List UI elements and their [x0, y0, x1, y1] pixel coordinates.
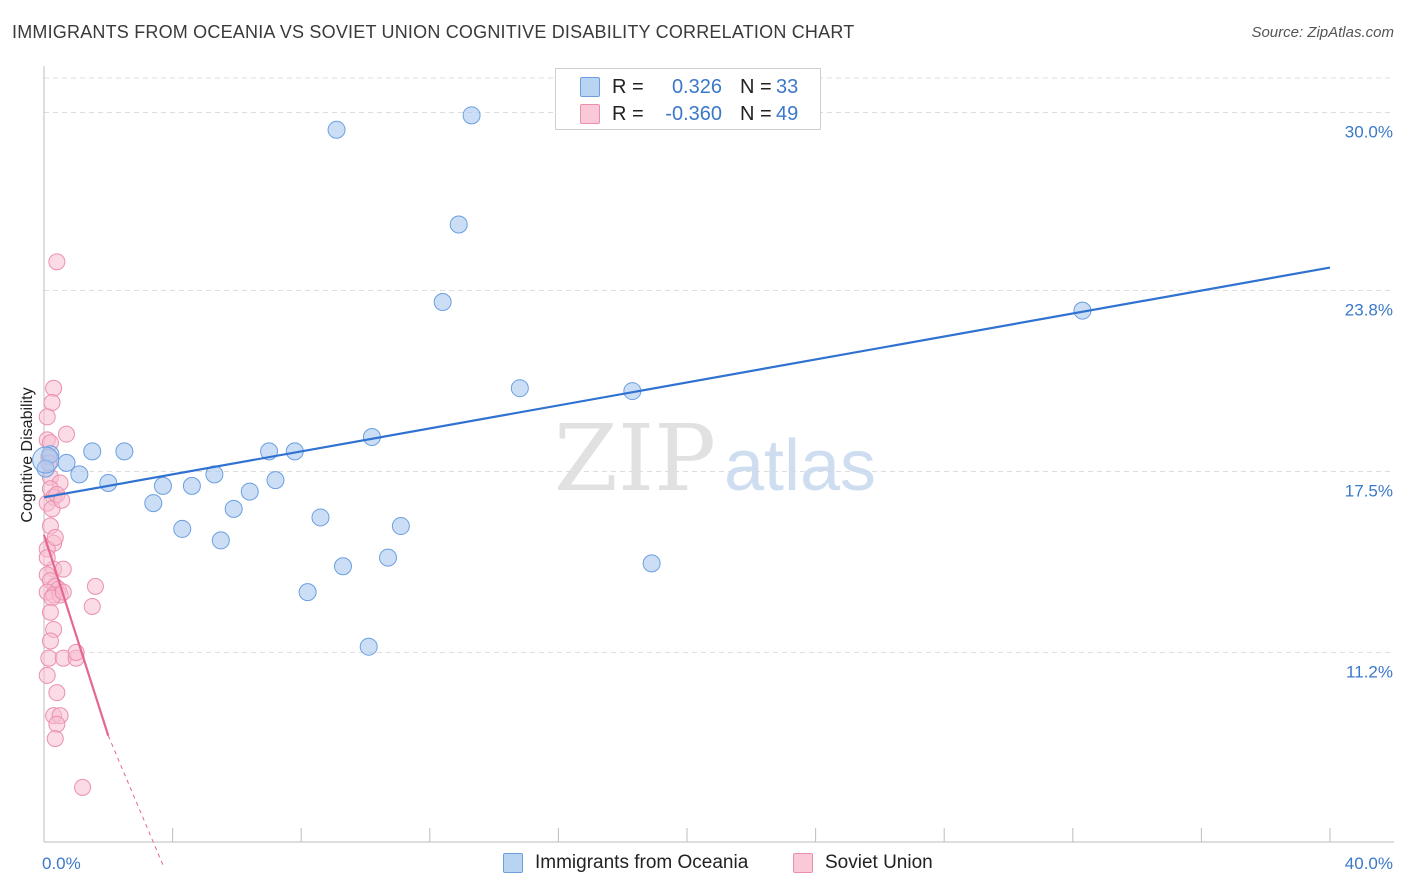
- legend-swatch-pink: [580, 104, 600, 124]
- y-tick-label: 17.5%: [1345, 481, 1393, 500]
- oceania-point: [327, 120, 346, 139]
- watermark: ZIP atlas: [554, 405, 876, 512]
- soviet-union-point: [48, 253, 66, 271]
- legend-item-oceania[interactable]: Immigrants from Oceania: [503, 852, 748, 874]
- legend-swatch-blue: [580, 77, 600, 97]
- legend-item-label: Soviet Union: [825, 852, 933, 873]
- soviet-union-points: [38, 253, 104, 796]
- x-tick-label: 0.0%: [42, 854, 81, 873]
- chart-title: IMMIGRANTS FROM OCEANIA VS SOVIET UNION …: [12, 22, 855, 42]
- legend-n-value: 33: [776, 75, 799, 98]
- oceania-points: [32, 106, 1092, 656]
- tick-labels: 11.2% 17.5% 23.8% 30.0% 0.0% 40.0%: [42, 122, 1393, 873]
- legend-r-value: 0.326: [671, 75, 722, 98]
- legend-r-label: R =: [612, 75, 644, 98]
- legend-item-label: Immigrants from Oceania: [535, 852, 749, 873]
- oceania-point: [99, 473, 118, 492]
- soviet-union-point: [53, 491, 71, 509]
- soviet-union-point: [41, 603, 59, 621]
- soviet-trend-line-extrapolated: [107, 735, 164, 866]
- soviet-union-point: [48, 715, 66, 733]
- oceania-point: [510, 379, 529, 398]
- soviet-union-point: [40, 649, 58, 667]
- legend-row-oceania: R = 0.326 N = 33: [556, 74, 798, 100]
- oceania-point: [462, 106, 481, 125]
- soviet-union-point: [74, 778, 92, 796]
- legend-item-soviet[interactable]: Soviet Union: [793, 852, 933, 874]
- watermark-zip: ZIP: [554, 405, 716, 512]
- oceania-point: [36, 459, 55, 478]
- legend-swatch-pink: [793, 853, 813, 873]
- grid-layer: [44, 77, 1394, 653]
- oceania-point: [642, 554, 661, 573]
- oceania-point: [449, 215, 468, 234]
- source-label: Source: ZipAtlas.com: [1251, 24, 1394, 41]
- axis-layer: [43, 66, 1394, 843]
- soviet-union-point: [43, 394, 61, 412]
- y-tick-label: 11.2%: [1346, 662, 1393, 681]
- oceania-point: [182, 476, 201, 495]
- oceania-point: [433, 293, 452, 312]
- y-tick-label: 23.8%: [1345, 301, 1393, 320]
- oceania-point: [173, 519, 192, 538]
- legend-row-soviet: R = -0.360 N = 49: [556, 101, 798, 127]
- correlation-legend: R = 0.326 N = 33 R = -0.360 N = 49: [555, 68, 821, 130]
- legend-n-value: 49: [776, 102, 799, 125]
- oceania-trend-line: [43, 266, 1331, 499]
- oceania-point: [359, 637, 378, 656]
- soviet-union-point: [58, 425, 76, 443]
- soviet-union-point: [46, 529, 64, 547]
- oceania-point: [298, 583, 317, 602]
- legend-swatch-blue: [503, 853, 523, 873]
- soviet-union-point: [45, 379, 63, 397]
- oceania-point: [115, 442, 134, 461]
- watermark-atlas: atlas: [724, 426, 876, 506]
- soviet-union-point: [86, 577, 104, 595]
- soviet-union-point: [83, 597, 101, 615]
- soviet-union-point: [38, 666, 56, 684]
- oceania-point: [83, 442, 102, 461]
- legend-r-label: R =: [612, 102, 644, 125]
- oceania-point: [70, 465, 89, 484]
- oceania-point: [153, 476, 172, 495]
- x-tick-label: 40.0%: [1345, 854, 1393, 873]
- oceania-point: [379, 548, 398, 567]
- soviet-union-point: [38, 408, 56, 426]
- series-legend: Immigrants from Oceania Soviet Union: [0, 852, 1406, 878]
- soviet-union-point: [48, 684, 66, 702]
- legend-n-label: N =: [740, 75, 772, 98]
- oceania-point-large: [32, 446, 60, 474]
- soviet-union-point: [41, 632, 59, 650]
- soviet-union-point: [46, 730, 64, 748]
- oceania-point: [333, 557, 352, 576]
- oceania-point: [311, 508, 330, 527]
- oceania-point: [211, 531, 230, 550]
- oceania-point: [144, 494, 163, 513]
- oceania-point: [224, 499, 243, 518]
- oceania-point: [391, 517, 410, 536]
- trend-lines: [42, 266, 1331, 866]
- soviet-trend-line: [42, 534, 110, 737]
- y-tick-label: 30.0%: [1345, 122, 1393, 141]
- legend-r-value: -0.360: [665, 102, 722, 125]
- oceania-point: [266, 471, 285, 490]
- legend-n-label: N =: [740, 102, 772, 125]
- oceania-point: [240, 482, 259, 501]
